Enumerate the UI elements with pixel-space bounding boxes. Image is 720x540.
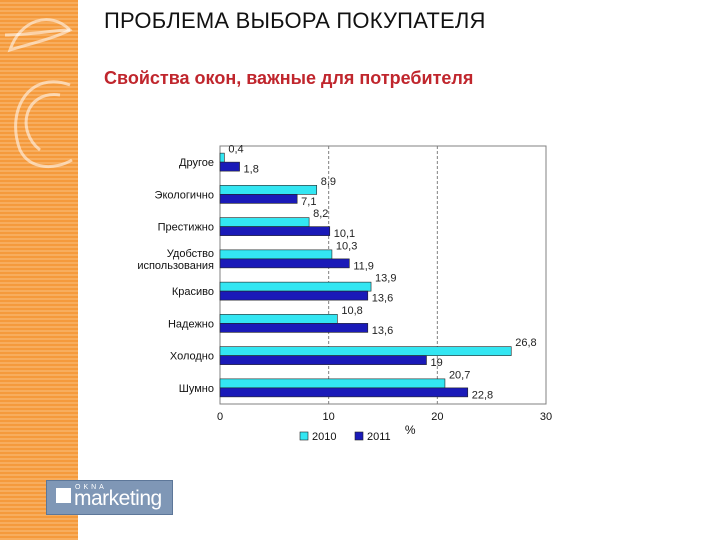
value-label: 10,8 bbox=[341, 305, 362, 317]
chart-category-labels: Другое Экологично Престижно Удобствоиспольз… bbox=[137, 157, 214, 395]
category-label: Удобство bbox=[167, 248, 214, 260]
category-label: Престижно bbox=[158, 222, 214, 234]
value-label: 1,8 bbox=[244, 164, 259, 176]
value-label: 13,6 bbox=[372, 325, 393, 337]
chart-legend: 2010 2011 bbox=[299, 431, 391, 443]
category-label: Красиво bbox=[172, 286, 214, 298]
bar-2011-0 bbox=[219, 161, 240, 172]
chart-value-labels: 0,41,8 8,9 7,18,2 10,110,3 11,913,9 13,6 10,8 1… bbox=[228, 144, 536, 402]
x-tick-label: 0 bbox=[217, 411, 223, 423]
category-label: использования bbox=[137, 260, 214, 272]
value-label: 13,6 bbox=[372, 293, 393, 305]
legend-swatch-2011 bbox=[354, 431, 364, 441]
x-tick-label: 30 bbox=[540, 411, 552, 423]
bar-2010-7 bbox=[219, 378, 446, 389]
value-label: 10,3 bbox=[336, 240, 357, 252]
bar-2010-3 bbox=[219, 249, 333, 260]
bar-2011-4 bbox=[219, 290, 369, 301]
bar-2011-2 bbox=[219, 226, 331, 236]
category-label: Холодно bbox=[170, 351, 214, 363]
value-label: 8,2 bbox=[313, 208, 328, 220]
bar-2011-1 bbox=[219, 194, 298, 204]
value-label: 11,9 bbox=[353, 260, 374, 272]
value-label: 0,4 bbox=[228, 144, 243, 156]
value-label: 7,1 bbox=[301, 196, 316, 208]
chart-bars bbox=[219, 152, 512, 398]
bar-2010-4 bbox=[219, 281, 372, 292]
slide-title: ПРОБЛЕМА ВЫБОРА ПОКУПАТЕЛЯ bbox=[104, 8, 486, 33]
slide-subtitle: Свойства окон, важные для потребителя bbox=[104, 68, 474, 88]
bar-2010-2 bbox=[219, 217, 310, 227]
bar-2010-5 bbox=[219, 314, 338, 324]
bar-2010-6 bbox=[219, 346, 512, 356]
value-label: 10,1 bbox=[334, 228, 355, 240]
window-properties-bar-chart: 0,41,8 8,9 7,18,2 10,110,3 11,913,9 13,6 10,8 1… bbox=[137, 144, 552, 443]
value-label: 19 bbox=[430, 357, 442, 369]
bar-2010-1 bbox=[219, 185, 318, 195]
legend-label-2011: 2011 bbox=[367, 431, 391, 443]
bar-2011-6 bbox=[219, 355, 427, 365]
value-label: 13,9 bbox=[375, 273, 396, 285]
value-label: 20,7 bbox=[449, 369, 470, 381]
logo-main-text: marketing bbox=[74, 487, 162, 510]
decorative-side-bar bbox=[0, 0, 78, 540]
bar-2010-0 bbox=[219, 152, 225, 163]
value-label: 8,9 bbox=[321, 176, 336, 188]
x-axis-label: % bbox=[405, 423, 416, 437]
bar-2011-3 bbox=[219, 258, 350, 269]
okna-marketing-logo: OKNA marketing bbox=[46, 480, 173, 515]
bar-2011-7 bbox=[219, 387, 469, 398]
chart-axis: 0 10 20 30% bbox=[217, 411, 552, 437]
x-tick-label: 10 bbox=[323, 411, 335, 423]
legend-swatch-2010 bbox=[299, 431, 309, 441]
category-label: Шумно bbox=[179, 383, 214, 395]
category-label: Экологично bbox=[155, 189, 214, 201]
legend-label-2010: 2010 bbox=[312, 431, 336, 443]
value-label: 26,8 bbox=[515, 337, 536, 349]
category-label: Другое bbox=[179, 157, 214, 169]
logo-mark-icon bbox=[56, 488, 71, 503]
category-label: Надежно bbox=[168, 318, 214, 330]
bar-2011-5 bbox=[219, 323, 369, 333]
logo-top-text: OKNA bbox=[75, 484, 107, 491]
leaf-ornament bbox=[4, 18, 73, 169]
value-label: 22,8 bbox=[472, 389, 493, 401]
x-tick-label: 20 bbox=[431, 411, 443, 423]
